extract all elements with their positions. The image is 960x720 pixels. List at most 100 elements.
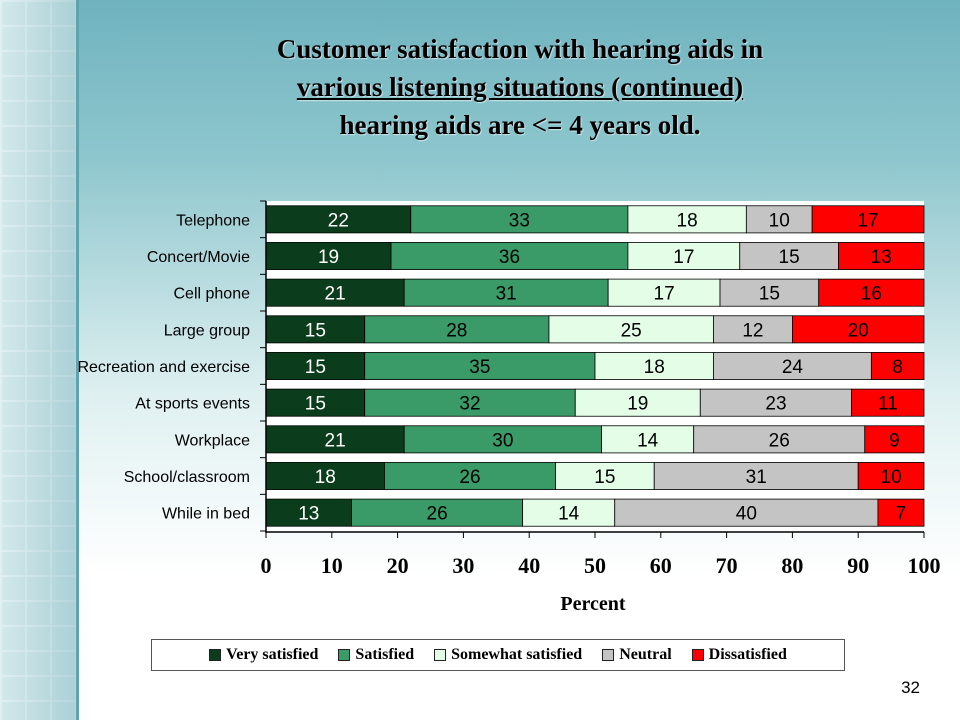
category-label-cell-phone: Cell phone	[174, 286, 251, 303]
legend-swatch	[434, 649, 447, 661]
data-label: 13	[871, 247, 892, 268]
legend-label: Very satisfied	[226, 646, 319, 663]
bar-somewhat-satisfied-large-group	[548, 315, 714, 344]
decorative-strip-edge	[76, 0, 79, 720]
data-label: 15	[305, 394, 326, 415]
legend-swatch	[338, 649, 351, 661]
bar-satisfied-concert-movie	[390, 242, 629, 270]
decorative-grid-strip	[0, 0, 76, 720]
data-label: 7	[896, 504, 907, 525]
title-line-3: hearing aids are <= 4 years old.	[339, 110, 701, 140]
data-label: 18	[315, 467, 336, 488]
data-label: 25	[621, 320, 642, 341]
bar-dissatisfied-while-in-bed	[877, 498, 925, 527]
data-label: 24	[782, 357, 804, 378]
bar-somewhat-satisfied-telephone	[627, 205, 747, 234]
data-label: 17	[857, 210, 878, 231]
data-label: 13	[298, 504, 319, 525]
legend-swatch	[691, 649, 704, 661]
data-label: 26	[769, 430, 790, 451]
data-label: 17	[673, 247, 694, 268]
bar-satisfied-while-in-bed	[351, 498, 524, 527]
bar-very-satisfied-large-group	[265, 315, 366, 344]
bar-dissatisfied-large-group	[792, 315, 925, 344]
x-tick-label: 80	[781, 553, 803, 578]
x-axis-label: Percent	[560, 593, 625, 615]
bar-very-satisfied-while-in-bed	[265, 498, 352, 527]
data-label: 31	[746, 467, 767, 488]
data-label: 17	[654, 284, 675, 305]
data-label: 19	[318, 247, 339, 268]
x-tick-label: 50	[584, 553, 606, 578]
data-label: 8	[892, 357, 903, 378]
data-label: 32	[459, 394, 480, 415]
bar-somewhat-satisfied-cell-phone	[607, 278, 721, 307]
bar-satisfied-telephone	[410, 205, 629, 234]
title-line-1: Customer satisfaction with hearing aids …	[276, 34, 764, 64]
bar-very-satisfied-concert-movie	[265, 242, 392, 270]
bar-dissatisfied-workplace	[864, 425, 925, 454]
bar-very-satisfied-cell-phone	[265, 278, 405, 307]
data-label: 26	[427, 504, 448, 525]
bar-dissatisfied-school-classroom	[857, 462, 925, 490]
bar-dissatisfied-concert-movie	[838, 242, 925, 270]
x-tick-label: 40	[518, 553, 540, 578]
legend-label: Satisfied	[355, 646, 415, 663]
data-label: 21	[325, 430, 346, 451]
category-label-while-in-bed: While in bed	[162, 506, 250, 523]
data-label: 19	[627, 394, 648, 415]
chart-legend: Very satisfied Satisfied Somewhat satisfie…	[151, 639, 845, 671]
bar-satisfied-large-group	[364, 315, 550, 344]
bar-satisfied-cell-phone	[403, 278, 609, 307]
data-label: 20	[848, 320, 869, 341]
data-label: 31	[496, 284, 517, 305]
bar-neutral-at-sports-events	[699, 388, 853, 417]
page-number: 32	[901, 678, 920, 697]
legend-swatch	[209, 649, 222, 661]
data-label: 14	[637, 430, 659, 451]
data-label: 18	[644, 357, 665, 378]
data-label: 12	[742, 320, 763, 341]
slide-title: Customer satisfaction with hearing aids …	[110, 30, 930, 144]
bar-neutral-school-classroom	[653, 462, 859, 490]
data-label: 35	[469, 357, 490, 378]
x-tick-label: 100	[908, 553, 941, 578]
data-label: 16	[861, 284, 882, 305]
bar-neutral-cell-phone	[719, 278, 820, 307]
data-label: 28	[446, 320, 467, 341]
data-label: 22	[328, 210, 349, 231]
bar-neutral-concert-movie	[739, 242, 839, 270]
legend-item-satisfied: Satisfied	[338, 646, 414, 664]
bar-satisfied-at-sports-events	[364, 388, 576, 417]
category-label-workplace: Workplace	[175, 432, 250, 449]
bar-somewhat-satisfied-workplace	[601, 425, 695, 454]
data-label: 40	[736, 504, 757, 525]
bar-satisfied-recreation-and-exercise	[364, 352, 596, 380]
data-label: 30	[492, 430, 513, 451]
data-label: 11	[878, 394, 898, 415]
data-label: 18	[677, 210, 698, 231]
data-label: 26	[459, 467, 480, 488]
bar-dissatisfied-recreation-and-exercise	[870, 352, 925, 380]
data-label: 15	[305, 320, 326, 341]
data-label: 21	[325, 284, 346, 305]
category-label-at-sports-events: At sports events	[135, 396, 250, 413]
data-label: 14	[558, 504, 580, 525]
legend-swatch	[602, 649, 615, 661]
bar-dissatisfied-cell-phone	[818, 278, 925, 307]
legend-label: Somewhat satisfied	[451, 646, 583, 663]
x-tick-label: 30	[452, 553, 474, 578]
data-label: 23	[765, 394, 786, 415]
data-label: 36	[499, 247, 520, 268]
bar-neutral-large-group	[713, 315, 793, 344]
category-label-concert-movie: Concert/Movie	[147, 249, 250, 266]
data-label: 15	[594, 467, 615, 488]
category-label-telephone: Telephone	[176, 212, 250, 229]
legend-item-dissatisfied: Dissatisfied	[691, 646, 787, 664]
legend-label: Neutral	[619, 646, 672, 663]
data-label: 9	[889, 430, 900, 451]
x-tick-label: 60	[650, 553, 672, 578]
legend-label: Dissatisfied	[708, 646, 787, 663]
bar-somewhat-satisfied-at-sports-events	[574, 388, 701, 417]
data-label: 15	[779, 247, 800, 268]
